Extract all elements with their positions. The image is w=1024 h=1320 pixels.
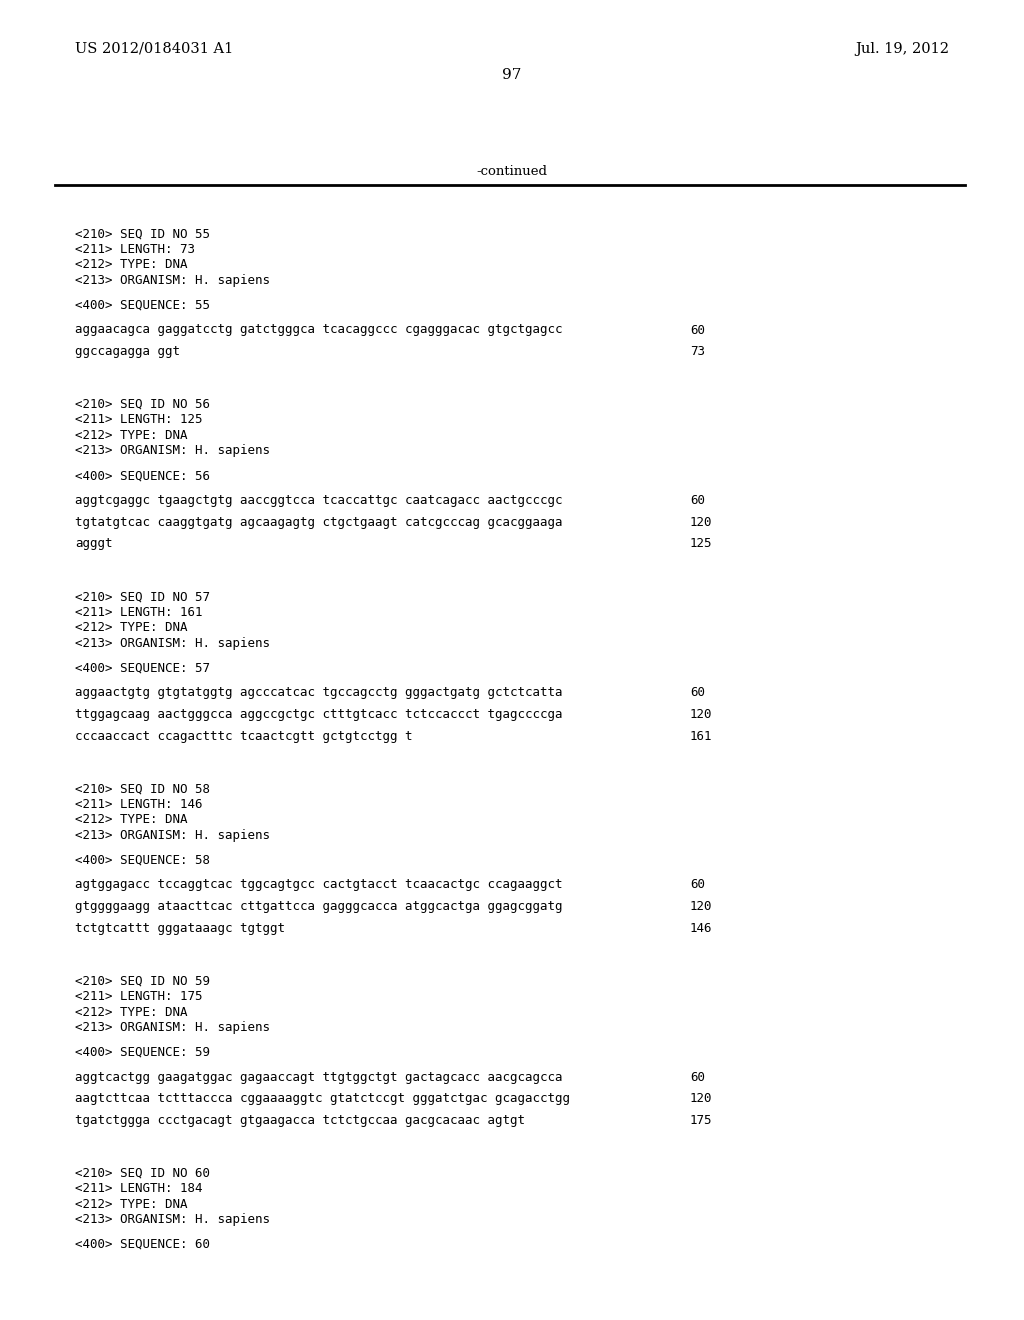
Text: <213> ORGANISM: H. sapiens: <213> ORGANISM: H. sapiens [75, 636, 270, 649]
Text: <213> ORGANISM: H. sapiens: <213> ORGANISM: H. sapiens [75, 829, 270, 842]
Text: 125: 125 [690, 537, 713, 550]
Text: US 2012/0184031 A1: US 2012/0184031 A1 [75, 42, 233, 55]
Text: <213> ORGANISM: H. sapiens: <213> ORGANISM: H. sapiens [75, 1020, 270, 1034]
Text: tgtatgtcac caaggtgatg agcaagagtg ctgctgaagt catcgcccag gcacggaaga: tgtatgtcac caaggtgatg agcaagagtg ctgctga… [75, 516, 562, 529]
Text: ttggagcaag aactgggcca aggccgctgc ctttgtcacc tctccaccct tgagccccga: ttggagcaag aactgggcca aggccgctgc ctttgtc… [75, 708, 562, 721]
Text: aagtcttcaa tctttaccca cggaaaaggtc gtatctccgt gggatctgac gcagacctgg: aagtcttcaa tctttaccca cggaaaaggtc gtatct… [75, 1093, 570, 1105]
Text: 73: 73 [690, 346, 705, 358]
Text: cccaaccact ccagactttc tcaactcgtt gctgtcctgg t: cccaaccact ccagactttc tcaactcgtt gctgtcc… [75, 730, 413, 743]
Text: ggccagagga ggt: ggccagagga ggt [75, 346, 180, 358]
Text: <211> LENGTH: 146: <211> LENGTH: 146 [75, 797, 203, 810]
Text: <210> SEQ ID NO 56: <210> SEQ ID NO 56 [75, 397, 210, 411]
Text: 60: 60 [690, 878, 705, 891]
Text: <212> TYPE: DNA: <212> TYPE: DNA [75, 622, 187, 634]
Text: <212> TYPE: DNA: <212> TYPE: DNA [75, 1197, 187, 1210]
Text: <213> ORGANISM: H. sapiens: <213> ORGANISM: H. sapiens [75, 1213, 270, 1226]
Text: <212> TYPE: DNA: <212> TYPE: DNA [75, 259, 187, 272]
Text: 120: 120 [690, 516, 713, 529]
Text: <211> LENGTH: 125: <211> LENGTH: 125 [75, 413, 203, 426]
Text: aggaactgtg gtgtatggtg agcccatcac tgccagcctg gggactgatg gctctcatta: aggaactgtg gtgtatggtg agcccatcac tgccagc… [75, 686, 562, 700]
Text: <212> TYPE: DNA: <212> TYPE: DNA [75, 813, 187, 826]
Text: aggtcgaggc tgaagctgtg aaccggtcca tcaccattgc caatcagacc aactgcccgc: aggtcgaggc tgaagctgtg aaccggtcca tcaccat… [75, 494, 562, 507]
Text: <400> SEQUENCE: 55: <400> SEQUENCE: 55 [75, 298, 210, 312]
Text: 60: 60 [690, 686, 705, 700]
Text: 120: 120 [690, 1093, 713, 1105]
Text: gtggggaagg ataacttcac cttgattcca gagggcacca atggcactga ggagcggatg: gtggggaagg ataacttcac cttgattcca gagggca… [75, 900, 562, 913]
Text: <212> TYPE: DNA: <212> TYPE: DNA [75, 429, 187, 442]
Text: <210> SEQ ID NO 59: <210> SEQ ID NO 59 [75, 974, 210, 987]
Text: agggt: agggt [75, 537, 113, 550]
Text: <400> SEQUENCE: 60: <400> SEQUENCE: 60 [75, 1238, 210, 1251]
Text: <211> LENGTH: 175: <211> LENGTH: 175 [75, 990, 203, 1003]
Text: <210> SEQ ID NO 58: <210> SEQ ID NO 58 [75, 783, 210, 796]
Text: -continued: -continued [476, 165, 548, 178]
Text: <400> SEQUENCE: 56: <400> SEQUENCE: 56 [75, 469, 210, 482]
Text: <210> SEQ ID NO 55: <210> SEQ ID NO 55 [75, 227, 210, 240]
Text: 120: 120 [690, 900, 713, 913]
Text: agtggagacc tccaggtcac tggcagtgcc cactgtacct tcaacactgc ccagaaggct: agtggagacc tccaggtcac tggcagtgcc cactgta… [75, 878, 562, 891]
Text: Jul. 19, 2012: Jul. 19, 2012 [855, 42, 949, 55]
Text: 97: 97 [503, 69, 521, 82]
Text: <400> SEQUENCE: 58: <400> SEQUENCE: 58 [75, 854, 210, 867]
Text: <212> TYPE: DNA: <212> TYPE: DNA [75, 1006, 187, 1019]
Text: <213> ORGANISM: H. sapiens: <213> ORGANISM: H. sapiens [75, 275, 270, 286]
Text: 161: 161 [690, 730, 713, 743]
Text: <211> LENGTH: 161: <211> LENGTH: 161 [75, 606, 203, 619]
Text: 60: 60 [690, 494, 705, 507]
Text: tgatctggga ccctgacagt gtgaagacca tctctgccaa gacgcacaac agtgt: tgatctggga ccctgacagt gtgaagacca tctctgc… [75, 1114, 525, 1127]
Text: <211> LENGTH: 184: <211> LENGTH: 184 [75, 1183, 203, 1195]
Text: tctgtcattt gggataaagc tgtggt: tctgtcattt gggataaagc tgtggt [75, 921, 285, 935]
Text: 146: 146 [690, 921, 713, 935]
Text: 120: 120 [690, 708, 713, 721]
Text: <400> SEQUENCE: 57: <400> SEQUENCE: 57 [75, 661, 210, 675]
Text: <210> SEQ ID NO 60: <210> SEQ ID NO 60 [75, 1167, 210, 1180]
Text: 60: 60 [690, 323, 705, 337]
Text: <213> ORGANISM: H. sapiens: <213> ORGANISM: H. sapiens [75, 445, 270, 458]
Text: <211> LENGTH: 73: <211> LENGTH: 73 [75, 243, 195, 256]
Text: <210> SEQ ID NO 57: <210> SEQ ID NO 57 [75, 590, 210, 603]
Text: aggaacagca gaggatcctg gatctgggca tcacaggccc cgagggacac gtgctgagcc: aggaacagca gaggatcctg gatctgggca tcacagg… [75, 323, 562, 337]
Text: aggtcactgg gaagatggac gagaaccagt ttgtggctgt gactagcacc aacgcagcca: aggtcactgg gaagatggac gagaaccagt ttgtggc… [75, 1071, 562, 1084]
Text: 175: 175 [690, 1114, 713, 1127]
Text: <400> SEQUENCE: 59: <400> SEQUENCE: 59 [75, 1045, 210, 1059]
Text: 60: 60 [690, 1071, 705, 1084]
